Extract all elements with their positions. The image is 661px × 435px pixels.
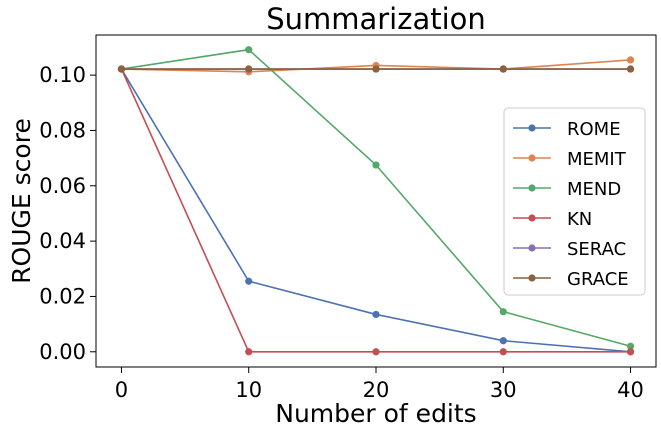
series-grace: [117, 65, 635, 73]
y-tick-label: 0.08: [39, 118, 86, 142]
x-tick-label: 10: [235, 378, 262, 402]
legend-item-rome: ROME: [513, 119, 621, 140]
legend-item-grace: GRACE: [513, 269, 629, 290]
chart-title: Summarization: [266, 2, 486, 36]
data-point-grace: [372, 65, 380, 73]
x-tick-label: 30: [490, 378, 517, 402]
legend-item-mend: MEND: [513, 179, 621, 200]
data-point-grace: [499, 65, 507, 73]
x-tick-label: 20: [363, 378, 390, 402]
legend-label: ROME: [567, 119, 621, 140]
legend-label: KN: [567, 209, 592, 230]
x-tick-label: 0: [115, 378, 128, 402]
legend-label: SERAC: [567, 239, 626, 260]
y-tick-label: 0.10: [39, 63, 86, 87]
data-point-memit: [626, 56, 635, 64]
y-tick-label: 0.04: [39, 229, 86, 253]
data-point-kn: [499, 348, 507, 356]
x-axis-label: Number of edits: [275, 399, 476, 428]
data-point-rome: [372, 310, 380, 319]
data-point-mend: [626, 342, 635, 350]
data-point-kn: [626, 348, 635, 356]
data-point-mend: [372, 161, 380, 169]
y-tick-label: 0.06: [39, 174, 86, 198]
y-axis-label: ROUGE score: [7, 118, 36, 284]
data-point-mend: [499, 308, 507, 316]
legend-item-memit: MEMIT: [513, 149, 627, 170]
data-point-grace: [117, 65, 126, 73]
legend-swatch-marker: [528, 124, 536, 132]
legend-swatch-marker: [528, 154, 536, 162]
legend: ROME MEMIT MEND KN SERAC GRACE: [503, 107, 646, 296]
legend-swatch-marker: [528, 274, 536, 282]
legend-label: GRACE: [567, 269, 629, 290]
legend-label: MEMIT: [567, 149, 627, 170]
y-tick-label: 0.00: [39, 340, 86, 364]
legend-item-serac: SERAC: [513, 239, 626, 260]
data-point-grace: [626, 65, 635, 73]
x-axis: 0 10 20 30 40: [115, 367, 644, 402]
legend-swatch-marker: [528, 184, 536, 192]
series-layer: [117, 46, 635, 356]
data-point-mend: [245, 46, 253, 54]
data-point-kn: [245, 348, 253, 356]
legend-swatch-marker: [528, 214, 536, 222]
data-point-rome: [499, 337, 507, 345]
legend-swatch-marker: [528, 244, 536, 252]
data-point-kn: [372, 348, 380, 356]
y-axis: 0.00 0.02 0.04 0.06 0.08 0.10: [39, 63, 96, 364]
data-point-rome: [245, 277, 253, 285]
x-tick-label: 40: [617, 378, 644, 402]
legend-label: MEND: [567, 179, 621, 200]
data-point-grace: [245, 65, 253, 73]
y-tick-label: 0.02: [39, 284, 86, 308]
legend-item-kn: KN: [513, 209, 592, 230]
